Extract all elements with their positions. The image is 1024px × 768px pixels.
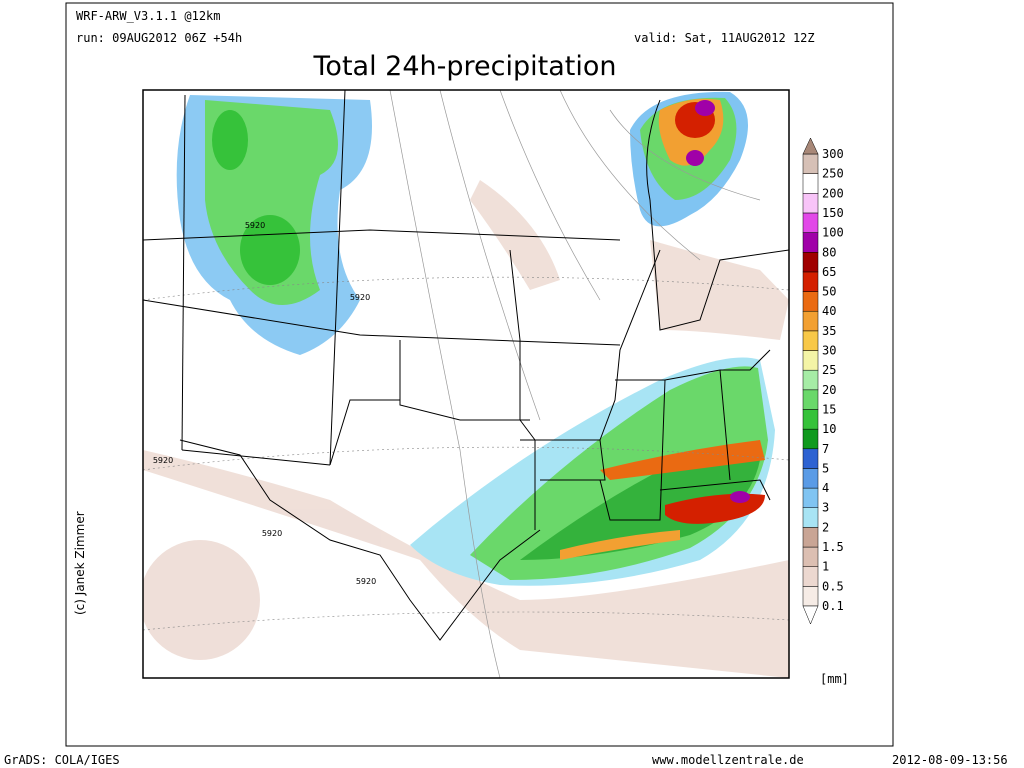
boundaries — [143, 90, 789, 641]
legend-swatch — [802, 566, 819, 587]
legend-swatch — [802, 173, 819, 194]
legend-label: 25 — [822, 363, 836, 377]
copyright: (c) Janek Zimmer — [73, 511, 87, 615]
legend-label: 35 — [822, 324, 836, 338]
legend-swatch — [802, 153, 819, 174]
legend-label: 200 — [822, 186, 844, 200]
legend-label: 4 — [822, 481, 829, 495]
legend: 0.1 0.5 1 1.5 2 3 4 5 7 10 15 20 25 30 35 40 50 65 80 100 15… — [802, 137, 844, 625]
precip-michigan — [630, 91, 748, 227]
legend-label: 1.5 — [822, 540, 844, 554]
legend-swatch — [802, 232, 819, 253]
graticule — [143, 90, 789, 678]
model-label: WRF-ARW_V3.1.1 @12km — [76, 9, 221, 23]
legend-label: 2 — [822, 520, 829, 534]
legend-label: 1 — [822, 560, 829, 574]
legend-swatch — [802, 448, 819, 469]
legend-swatch — [802, 310, 819, 332]
contour-labels: 5920 5920 5920 5920 5920 — [153, 221, 376, 586]
legend-swatch — [802, 271, 819, 292]
legend-swatch — [802, 291, 819, 312]
legend-swatch — [802, 487, 819, 508]
legend-swatch — [802, 546, 819, 567]
contour-label: 5920 — [153, 456, 173, 465]
legend-swatch — [802, 468, 819, 489]
legend-label: 15 — [822, 402, 836, 416]
legend-swatch — [802, 605, 819, 625]
legend-label: 0.5 — [822, 579, 844, 593]
legend-label: 30 — [822, 344, 836, 358]
legend-swatch — [802, 586, 819, 607]
legend-swatch — [802, 212, 819, 233]
contour-label: 5920 — [356, 577, 376, 586]
title: Total 24h-precipitation — [313, 51, 617, 82]
legend-label: 80 — [822, 245, 836, 259]
legend-swatch — [802, 527, 819, 548]
legend-label: 0.1 — [822, 599, 844, 613]
contour-label: 5920 — [262, 529, 282, 538]
legend-swatch — [802, 428, 819, 450]
legend-swatch — [802, 369, 819, 391]
map: 5920 5920 5920 5920 5920 — [142, 89, 790, 679]
legend-swatch — [802, 137, 819, 155]
contour-label: 5920 — [350, 293, 370, 302]
footer-left: GrADS: COLA/IGES — [4, 753, 120, 767]
legend-swatch — [802, 330, 819, 351]
legend-label: 50 — [822, 285, 836, 299]
legend-swatch — [802, 193, 819, 214]
legend-label: 150 — [822, 206, 844, 220]
legend-label: 40 — [822, 304, 836, 318]
legend-label: 65 — [822, 265, 836, 279]
precip-northwest — [176, 95, 372, 355]
footer-right: 2012-08-09-13:56 — [892, 753, 1008, 767]
legend-swatch — [802, 252, 819, 273]
legend-label: 3 — [822, 501, 829, 515]
run-label: run: 09AUG2012 06Z +54h — [76, 31, 242, 45]
map-border — [142, 89, 790, 679]
valid-label: valid: Sat, 11AUG2012 12Z — [634, 31, 815, 45]
contour-label: 5920 — [245, 221, 265, 230]
legend-label: 5 — [822, 461, 829, 475]
legend-unit: [mm] — [820, 672, 849, 686]
legend-label: 300 — [822, 147, 844, 161]
legend-swatch — [802, 389, 819, 410]
precip-southeast — [410, 357, 775, 586]
legend-label: 7 — [822, 442, 829, 456]
legend-label: 20 — [822, 383, 836, 397]
legend-label: 250 — [822, 167, 844, 181]
legend-swatch — [802, 507, 819, 528]
legend-label: 100 — [822, 226, 844, 240]
precip-light — [143, 180, 789, 678]
legend-label: 10 — [822, 422, 836, 436]
legend-swatch — [802, 409, 819, 430]
footer-center: www.modellzentrale.de — [652, 753, 804, 767]
legend-swatch — [802, 350, 819, 371]
